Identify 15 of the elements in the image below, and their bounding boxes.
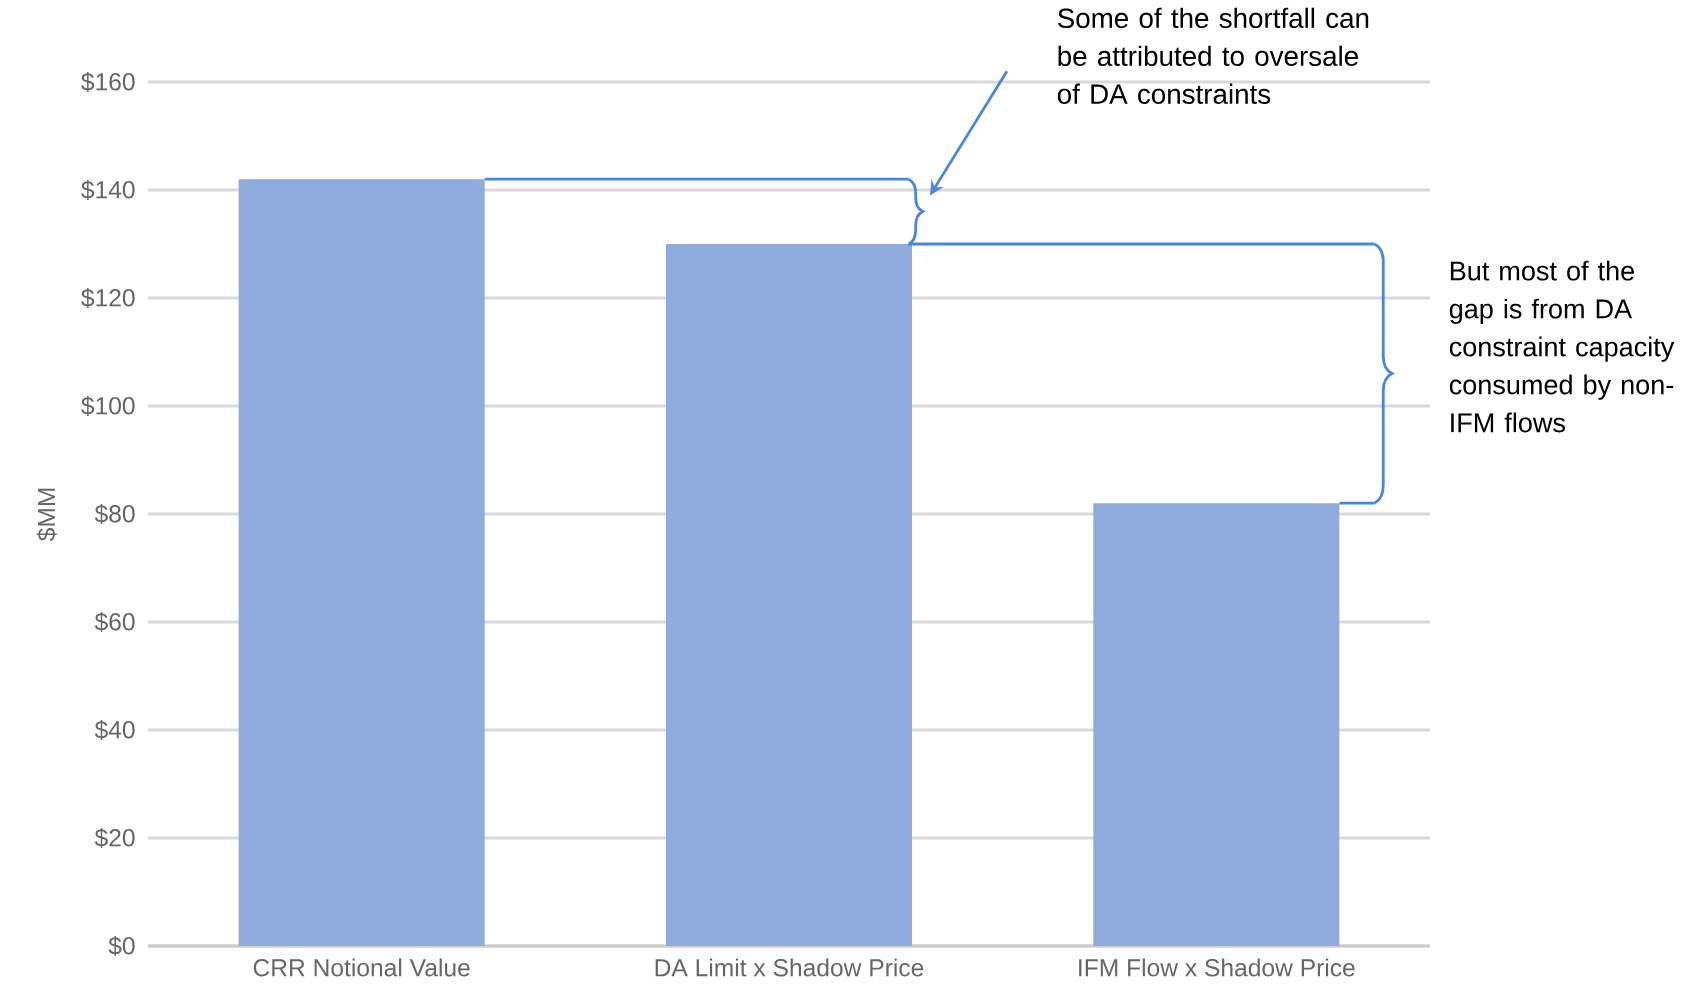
y-tick-label: $20 xyxy=(94,828,135,848)
annotation: Some of the shortfall can be attributed to oversale of DA constraints xyxy=(1057,7,1369,104)
y-tick-label: $100 xyxy=(81,396,135,416)
x-tick-label: CRR Notional Value xyxy=(253,958,470,977)
x-tick-label: DA Limit x Shadow Price xyxy=(655,958,924,977)
y-tick-label: $160 xyxy=(81,72,135,92)
y-tick-label: $40 xyxy=(94,720,135,740)
y-tick-label: $60 xyxy=(94,612,135,632)
y-tick-label: $80 xyxy=(94,504,135,524)
x-tick-label: IFM Flow x Shadow Price xyxy=(1079,958,1355,977)
y-axis-title: $MM xyxy=(36,488,57,542)
y-tick-label: $120 xyxy=(81,288,135,308)
y-tick-label: $0 xyxy=(108,936,135,956)
text: But most of the gap is from DA constraint capacity consumed by non-IFM flows xyxy=(1449,260,1675,433)
y-tick-label: $140 xyxy=(81,180,135,200)
